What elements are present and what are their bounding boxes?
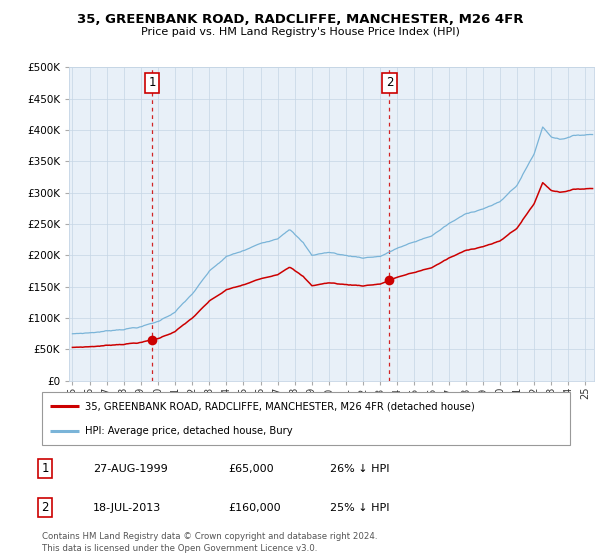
Text: 25% ↓ HPI: 25% ↓ HPI [330, 503, 389, 513]
Text: 27-AUG-1999: 27-AUG-1999 [93, 464, 168, 474]
Text: 2: 2 [386, 76, 393, 90]
Text: HPI: Average price, detached house, Bury: HPI: Average price, detached house, Bury [85, 426, 293, 436]
Text: 18-JUL-2013: 18-JUL-2013 [93, 503, 161, 513]
Text: 1: 1 [148, 76, 155, 90]
Text: Price paid vs. HM Land Registry's House Price Index (HPI): Price paid vs. HM Land Registry's House … [140, 27, 460, 37]
Text: 2: 2 [41, 501, 49, 515]
Text: Contains HM Land Registry data © Crown copyright and database right 2024.
This d: Contains HM Land Registry data © Crown c… [42, 533, 377, 553]
Text: 35, GREENBANK ROAD, RADCLIFFE, MANCHESTER, M26 4FR: 35, GREENBANK ROAD, RADCLIFFE, MANCHESTE… [77, 13, 523, 26]
FancyBboxPatch shape [42, 392, 570, 445]
Text: 1: 1 [41, 462, 49, 475]
Text: £65,000: £65,000 [228, 464, 274, 474]
Text: 26% ↓ HPI: 26% ↓ HPI [330, 464, 389, 474]
Text: £160,000: £160,000 [228, 503, 281, 513]
Text: 35, GREENBANK ROAD, RADCLIFFE, MANCHESTER, M26 4FR (detached house): 35, GREENBANK ROAD, RADCLIFFE, MANCHESTE… [85, 402, 475, 412]
